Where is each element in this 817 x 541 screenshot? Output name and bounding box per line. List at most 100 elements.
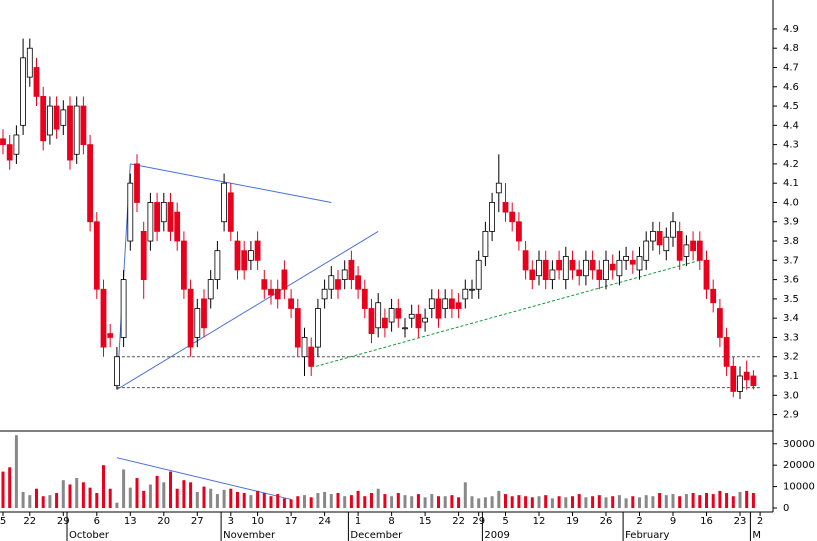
- volume-bar: [524, 496, 528, 508]
- candle-body: [187, 288, 194, 348]
- volume-bar: [664, 495, 668, 508]
- candle-body: [723, 337, 730, 367]
- candle-body: [67, 105, 73, 161]
- volume-bar: [303, 495, 306, 508]
- volume-bar: [122, 469, 126, 508]
- candle-body: [127, 182, 134, 242]
- volume-bar: [437, 496, 440, 508]
- volume-bar: [349, 495, 353, 508]
- candle-body: [663, 236, 670, 252]
- volume-bar: [517, 495, 521, 508]
- y-tick-label: 3.0: [783, 390, 799, 401]
- candle-body: [516, 221, 522, 242]
- candle-body: [73, 105, 80, 155]
- candle-body: [328, 275, 335, 290]
- candle-body: [375, 302, 382, 329]
- volume-bar: [617, 495, 621, 508]
- volume-bar: [336, 493, 340, 508]
- candle-body: [643, 240, 650, 261]
- volume-bar: [162, 482, 166, 508]
- volume-bar: [443, 496, 447, 508]
- volume-bar: [691, 493, 695, 508]
- volume-bar: [684, 494, 688, 508]
- volume-bar: [81, 482, 85, 508]
- x-tick-label: 9: [670, 516, 676, 527]
- candle-body: [569, 259, 576, 271]
- volume-bar: [537, 496, 541, 508]
- volume-bar: [410, 496, 414, 508]
- candle-body: [6, 144, 13, 161]
- candle-body: [562, 256, 569, 280]
- volume-bar: [644, 495, 648, 508]
- candle-body: [542, 259, 549, 280]
- volume-bar: [390, 496, 394, 508]
- period-label: M: [752, 530, 761, 541]
- candle-body: [428, 298, 435, 309]
- candle-body: [107, 333, 114, 338]
- volume-bar: [75, 478, 79, 508]
- volume-bar: [61, 480, 65, 508]
- volume-bar: [604, 497, 608, 508]
- y-tick-label: 4.2: [783, 159, 799, 170]
- volume-bar: [631, 496, 635, 508]
- candle-body: [623, 256, 629, 261]
- volume-bar: [215, 494, 219, 508]
- x-tick-label: 12: [533, 516, 546, 527]
- volume-bar: [711, 494, 715, 508]
- x-tick-label: 20: [157, 516, 170, 527]
- candle-body: [402, 327, 408, 330]
- y-tick-label: 3.7: [783, 255, 799, 266]
- candle-body: [690, 240, 696, 252]
- volume-bar: [242, 493, 246, 508]
- volume-bar: [229, 488, 233, 508]
- candle-body: [656, 230, 663, 246]
- x-tick-label: 8: [388, 516, 394, 527]
- candle-body: [241, 250, 248, 271]
- x-tick-label: 22: [23, 516, 36, 527]
- x-tick-label: 1: [355, 516, 361, 527]
- candle-body: [308, 346, 315, 367]
- volume-bar: [148, 484, 152, 508]
- candle-body: [281, 269, 288, 290]
- candle-body: [583, 259, 589, 277]
- candle-body: [589, 259, 596, 271]
- volume-bar: [376, 488, 380, 508]
- volume-bar: [323, 491, 327, 508]
- candle-body: [0, 138, 6, 146]
- trendline: [315, 259, 700, 367]
- volume-bar: [68, 484, 72, 508]
- candle-body: [388, 308, 395, 323]
- volume-bar: [276, 494, 280, 508]
- volume-bar: [624, 498, 628, 508]
- y-tick-label: 4.6: [783, 82, 799, 93]
- candle-body: [435, 298, 442, 319]
- candle-body: [442, 298, 449, 309]
- candle-body: [368, 308, 375, 334]
- candle-body: [696, 240, 703, 261]
- volume-bar: [95, 493, 99, 508]
- candle-body: [47, 105, 53, 136]
- y2-tick-label: 0: [783, 503, 789, 514]
- volume-bar: [597, 495, 601, 508]
- volume-bar: [88, 487, 92, 508]
- volume-bar: [530, 497, 534, 508]
- candle-body: [676, 230, 683, 261]
- volume-bar: [282, 498, 286, 508]
- volume-bar: [403, 495, 407, 508]
- candle-body: [341, 269, 348, 280]
- candle-body: [268, 288, 274, 296]
- volume-bar: [222, 489, 226, 508]
- candle-body: [475, 259, 482, 290]
- candle-body: [288, 298, 295, 309]
- candle-body: [395, 308, 402, 319]
- candle-body: [294, 308, 301, 348]
- volume-bar: [557, 496, 561, 508]
- candle-body: [254, 240, 261, 261]
- candle-body: [147, 202, 154, 242]
- volume-bar: [48, 495, 52, 508]
- volume-bar: [296, 496, 300, 508]
- volume-bar: [135, 478, 139, 508]
- candle-body: [201, 298, 207, 329]
